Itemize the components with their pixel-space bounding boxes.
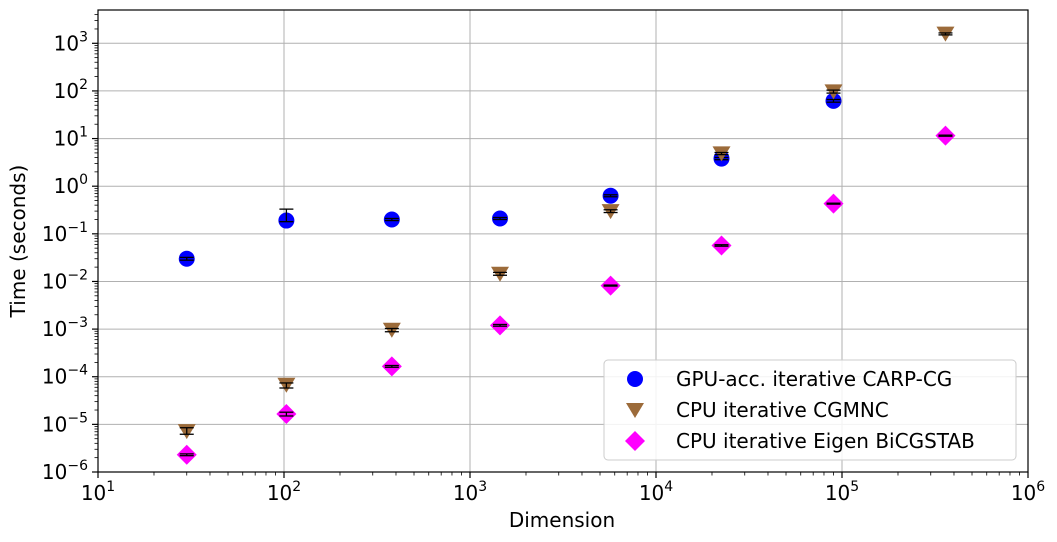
y-tick-label: 10−1 (42, 220, 88, 246)
major-ticks (92, 42, 1029, 478)
series-triangle-down (177, 26, 955, 440)
legend-entry-gpu: GPU-acc. iterative CARP-CG (627, 367, 952, 391)
legend-marker-triangle (626, 403, 644, 418)
x-axis-label: Dimension (509, 508, 615, 532)
series-layer (176, 26, 956, 465)
plot-frame (97, 9, 1029, 473)
x-tick-label: 102 (267, 479, 301, 505)
y-tick-label: 10−3 (42, 315, 88, 341)
y-tick-label: 10−4 (42, 363, 88, 389)
tick-labels: 101 102 103 104 105 106 10−6 10−5 10−4 10−3 10−2 10… (42, 29, 1045, 505)
legend-label-gpu: GPU-acc. iterative CARP-CG (676, 367, 952, 391)
y-tick-label: 100 (54, 172, 88, 198)
legend-marker-diamond (625, 431, 645, 451)
x-tick-label: 104 (639, 479, 673, 505)
series-circle (178, 92, 842, 267)
x-tick-label: 105 (825, 479, 859, 505)
x-tick-label: 101 (81, 479, 115, 505)
x-tick-label: 106 (1011, 479, 1045, 505)
y-tick-label: 101 (54, 125, 88, 151)
y-tick-label: 10−6 (42, 458, 88, 484)
y-axis-label: Time (seconds) (6, 165, 30, 319)
minor-ticks (94, 14, 1020, 476)
legend-box (603, 359, 1017, 461)
legend: GPU-acc. iterative CARP-CG CPU iterative… (603, 359, 1017, 461)
legend-entry-cgmnc: CPU iterative CGMNC (626, 398, 889, 422)
series-diamond (176, 125, 956, 465)
y-tick-label: 102 (54, 77, 88, 103)
legend-entry-bicgstab: CPU iterative Eigen BiCGSTAB (625, 429, 975, 453)
y-tick-label: 10−2 (42, 267, 88, 293)
legend-label-cgmnc: CPU iterative CGMNC (676, 398, 889, 422)
legend-marker-circle (627, 371, 643, 387)
x-tick-label: 103 (453, 479, 487, 505)
legend-label-bicgstab: CPU iterative Eigen BiCGSTAB (676, 429, 975, 453)
y-tick-label: 103 (54, 29, 88, 55)
y-tick-label: 10−5 (42, 410, 88, 436)
